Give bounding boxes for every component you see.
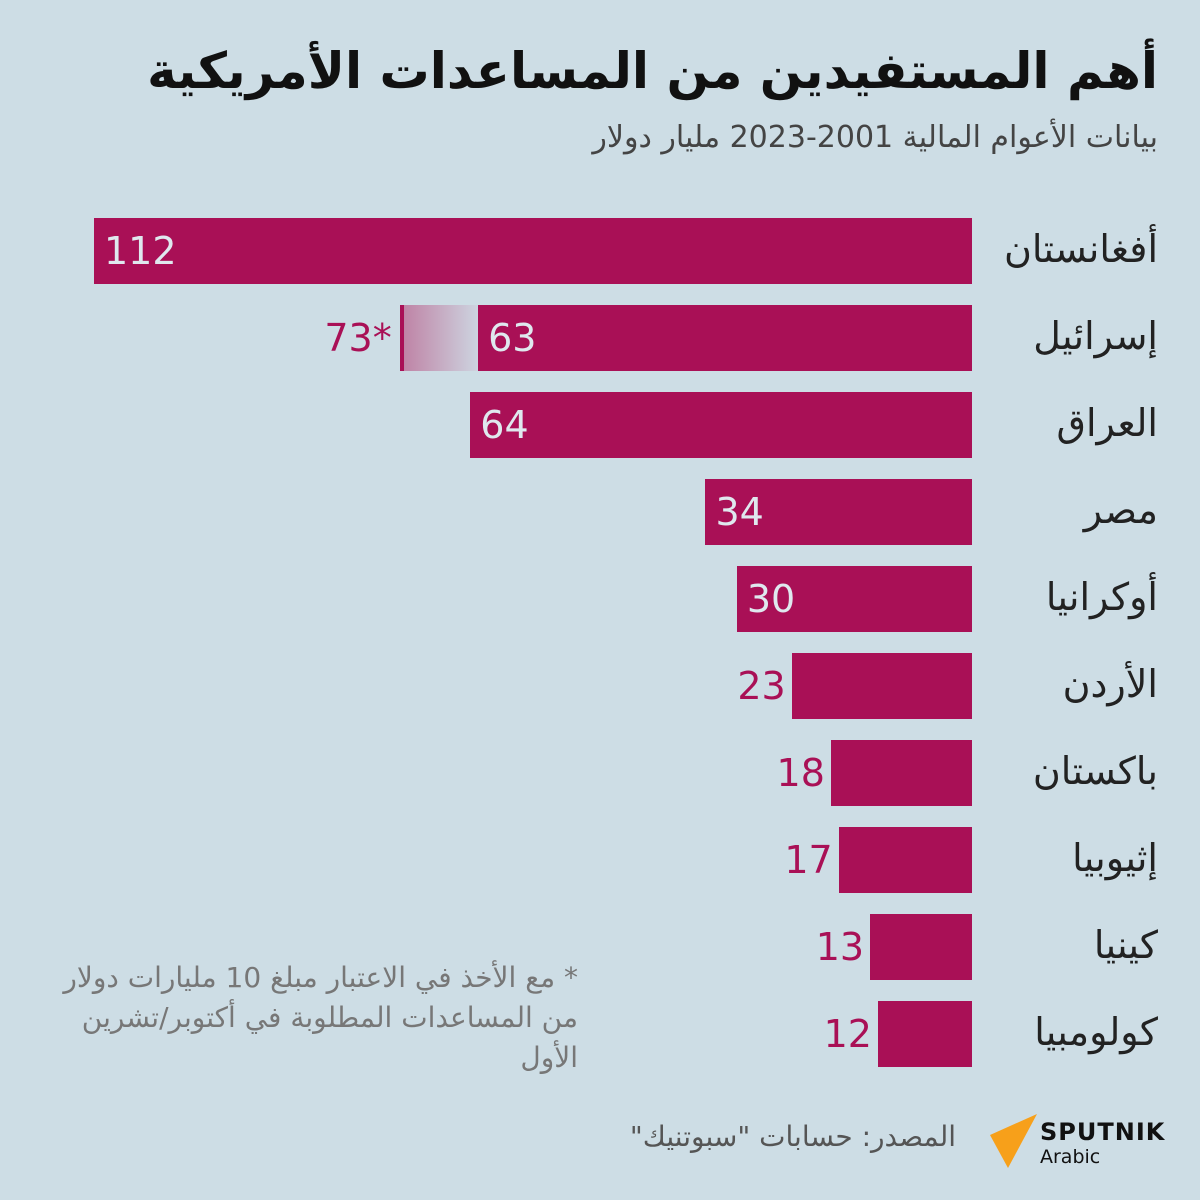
bar-7 — [838, 827, 972, 893]
logo-brand: SPUTNIK — [1040, 1118, 1166, 1146]
bar-value-label: 23 — [737, 664, 786, 708]
bar-3 — [705, 479, 972, 545]
bar-value-label: 30 — [746, 577, 796, 621]
category-label: أوكرانيا — [1045, 575, 1158, 619]
category-label: كولومبيا — [1034, 1010, 1158, 1054]
footnote: * مع الأخذ في الاعتبار مبلغ 10 مليارات د… — [63, 961, 578, 1074]
category-label: إثيوبيا — [1072, 836, 1158, 880]
bar-0 — [94, 218, 972, 284]
bar-value-label: 12 — [823, 1012, 872, 1056]
bar-value-label: 18 — [776, 751, 825, 795]
category-label: أفغانستان — [1003, 227, 1158, 271]
category-label: العراق — [1056, 401, 1158, 445]
bar-extended-1 — [399, 305, 479, 371]
bar-chart: 112 أفغانستان 73* 63 إسرائيل 64 العراق 34 مصر 30 أ… — [94, 218, 1158, 1067]
bar-value-label: 13 — [815, 925, 865, 969]
category-label: إسرائيل — [1033, 314, 1158, 358]
sputnik-arrow-icon — [990, 1114, 1037, 1168]
bar-2 — [470, 392, 972, 458]
bar-6 — [830, 740, 972, 806]
chart-title: أهم المستفيدين من المساعدات الأمريكية — [147, 42, 1158, 100]
bar-1 — [478, 305, 972, 371]
chart-subtitle: بيانات الأعوام المالية 2001-2023 مليار د… — [592, 120, 1158, 155]
category-label: مصر — [1083, 488, 1158, 532]
bar-value-label: 17 — [784, 838, 833, 882]
bar-value-label: 34 — [715, 490, 764, 534]
bar-5 — [791, 653, 972, 719]
logo-sub: Arabic — [1040, 1146, 1101, 1168]
bar-extended-label: 73* — [324, 316, 392, 360]
sputnik-logo: SPUTNIK Arabic — [990, 1114, 1170, 1174]
bar-8 — [870, 914, 972, 980]
category-label: باكستان — [1032, 749, 1158, 793]
bar-4 — [736, 566, 972, 632]
bar-value-label: 64 — [480, 403, 529, 447]
source-note: المصدر: حسابات "سبوتنيك" — [629, 1120, 956, 1153]
category-label: كينيا — [1093, 923, 1158, 967]
category-label: الأردن — [1062, 662, 1158, 706]
bar-value-label: 112 — [104, 229, 177, 273]
bar-9 — [877, 1001, 972, 1067]
bar-value-label: 63 — [488, 316, 537, 360]
